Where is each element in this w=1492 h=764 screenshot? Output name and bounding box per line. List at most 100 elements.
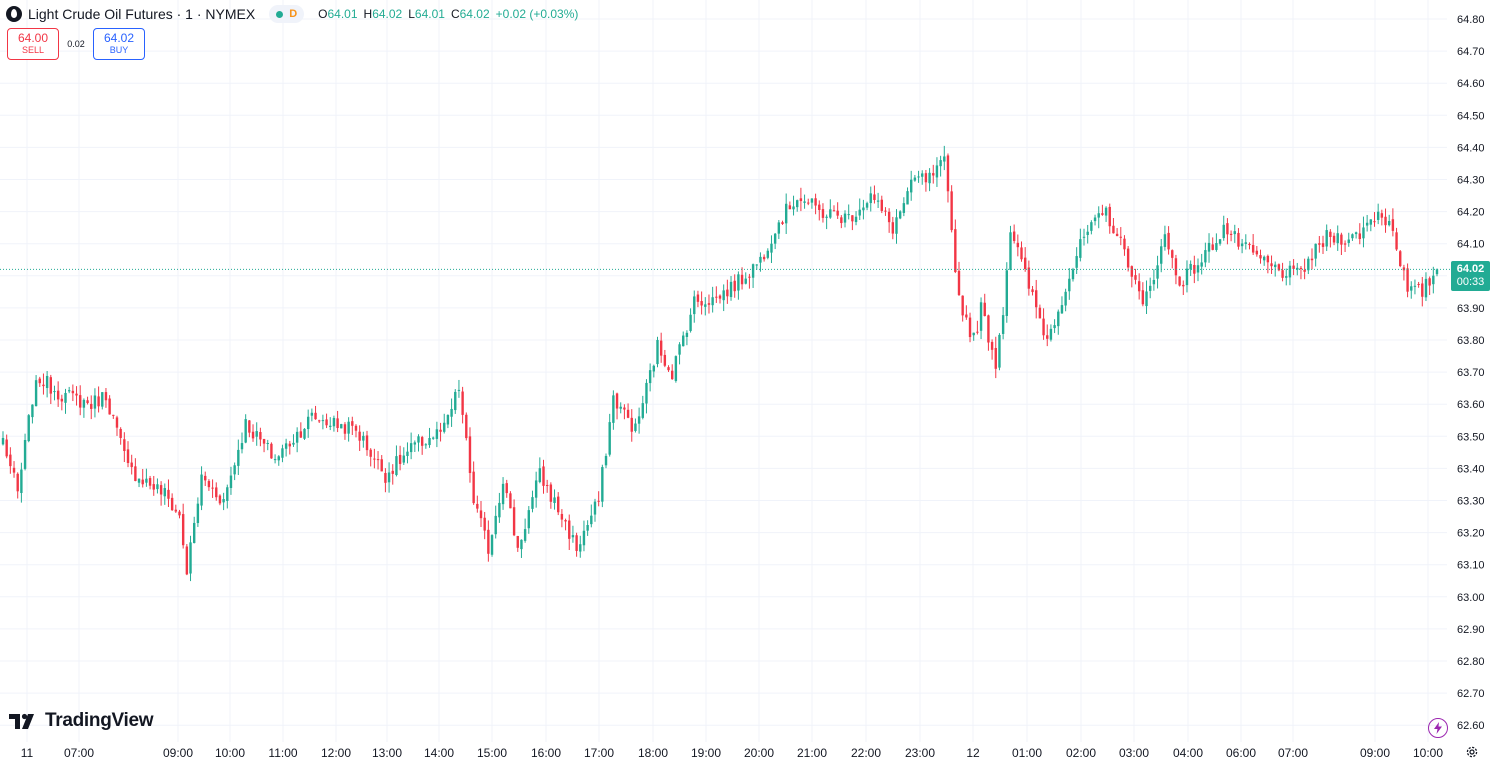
candle	[42, 373, 45, 395]
candle-body	[718, 295, 722, 299]
candle-body	[56, 390, 60, 400]
candle	[262, 438, 266, 453]
candle	[450, 398, 453, 427]
candle	[1090, 220, 1093, 235]
candle	[733, 274, 736, 298]
candle	[1189, 260, 1192, 277]
market-status-badge[interactable]: D	[269, 5, 305, 23]
candle-body	[1196, 265, 1200, 273]
candle	[807, 198, 810, 206]
candle	[1402, 264, 1406, 281]
time-axis[interactable]: 11 07:00 09:00 10:00 11:00 12:00 13:00 14:00 15:…	[21, 746, 1444, 760]
candle-body	[663, 354, 667, 366]
candle	[983, 293, 986, 317]
candle-body	[226, 487, 229, 501]
buy-button[interactable]: 64.02 BUY	[93, 28, 145, 60]
candle-body	[590, 515, 593, 525]
candle-body	[509, 493, 512, 509]
sell-button[interactable]: 64.00 SELL	[7, 28, 59, 60]
candle	[1376, 203, 1380, 225]
buy-price: 64.02	[103, 31, 135, 45]
candle	[810, 198, 814, 209]
tradingview-logo[interactable]: TradingView	[9, 710, 154, 732]
candle-body	[1042, 318, 1045, 336]
candle-body	[1049, 328, 1053, 340]
candle	[71, 384, 75, 402]
candle-body	[1237, 232, 1240, 247]
candle-body	[880, 199, 883, 211]
close-label: C	[450, 7, 460, 21]
candle-body	[968, 317, 972, 338]
candle	[1068, 268, 1071, 300]
candle	[851, 215, 854, 231]
candle	[972, 332, 975, 341]
candle	[1137, 273, 1141, 300]
candle-body	[428, 437, 431, 446]
low-label: L	[408, 7, 415, 21]
candle-body	[273, 459, 277, 461]
candle	[1248, 242, 1251, 250]
high-value: 64.02	[372, 7, 403, 21]
candle-body	[1079, 239, 1082, 258]
candle	[1395, 227, 1398, 251]
candle	[744, 272, 747, 285]
candle	[402, 447, 405, 465]
candle	[766, 248, 769, 260]
candle	[968, 312, 972, 343]
candle-body	[1329, 231, 1332, 237]
candle-body	[792, 206, 795, 210]
candle	[12, 461, 16, 478]
candle-body	[413, 442, 417, 445]
candle-body	[222, 499, 225, 503]
candle	[86, 396, 89, 405]
candle	[336, 410, 339, 433]
candle	[663, 349, 667, 368]
candle-body	[1358, 233, 1361, 240]
y-tick-label: 63.80	[1457, 335, 1485, 347]
candle-body	[821, 209, 825, 218]
last-price-label: 64.02 00:33	[1451, 261, 1490, 291]
symbol-legend[interactable]: Light Crude Oil Futures · 1 · NYMEX D O6…	[6, 4, 578, 24]
candle	[648, 363, 652, 392]
candle-body	[667, 367, 670, 371]
candle	[843, 210, 847, 228]
settings-gear-icon[interactable]	[1465, 745, 1479, 759]
candle-body	[626, 409, 630, 418]
candle-body	[1071, 269, 1075, 280]
candle-body	[329, 425, 332, 428]
candle-body	[1064, 291, 1067, 306]
lightning-button[interactable]	[1428, 718, 1448, 738]
candle-body	[1204, 250, 1207, 263]
candle-body	[656, 340, 659, 365]
candle	[343, 422, 347, 440]
candle-body	[215, 487, 218, 498]
candle-body	[343, 424, 347, 434]
candle-body	[832, 210, 836, 212]
price-axis[interactable]: 64.80 64.70 64.60 64.50 64.40 64.30 64.20 64.10…	[1457, 14, 1485, 732]
candle	[898, 210, 902, 220]
y-tick-label: 63.40	[1457, 463, 1485, 475]
candle	[351, 416, 354, 436]
candle-body	[1318, 243, 1321, 245]
candle	[215, 482, 218, 501]
candle-body	[1174, 258, 1178, 276]
candle	[674, 355, 678, 383]
symbol-title[interactable]: Light Crude Oil Futures · 1 · NYMEX	[28, 6, 256, 22]
candle-body	[1251, 245, 1255, 253]
candle	[145, 468, 148, 487]
candle-body	[1137, 281, 1141, 292]
x-tick-label: 06:00	[1226, 746, 1256, 760]
candle-body	[1262, 256, 1266, 261]
candle-body	[1292, 265, 1295, 269]
candle	[306, 409, 310, 438]
candle-body	[119, 428, 122, 438]
tradingview-logo-icon	[9, 713, 34, 729]
y-tick-label: 64.30	[1457, 175, 1485, 187]
candle	[1093, 214, 1097, 226]
candle-body	[454, 391, 457, 411]
candle	[369, 448, 372, 467]
candle	[862, 199, 865, 220]
candle	[1244, 234, 1247, 250]
candle	[921, 170, 924, 185]
